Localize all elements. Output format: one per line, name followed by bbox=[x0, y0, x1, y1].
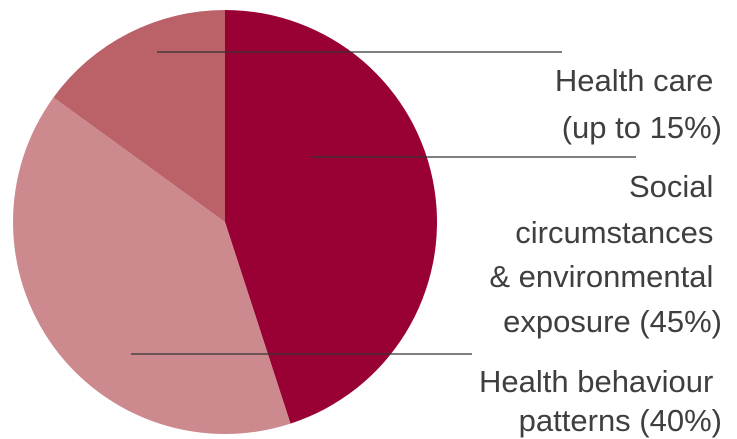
pie-slice-behaviour bbox=[12, 97, 291, 435]
label-behaviour: Health behaviour patterns (40%) bbox=[479, 364, 722, 438]
label-behaviour-line-2: patterns (40%) bbox=[519, 403, 722, 438]
label-behaviour-line-1: Health behaviour bbox=[479, 364, 713, 399]
pie-slice-social bbox=[225, 10, 438, 424]
label-care-line-1: Health care bbox=[555, 63, 714, 98]
label-social-line-3: & environmental bbox=[489, 259, 713, 294]
label-care-line-2: (up to 15%) bbox=[562, 110, 722, 145]
label-social: Social circumstances & environmental exp… bbox=[489, 169, 722, 339]
label-social-line-1: Social bbox=[629, 169, 713, 204]
label-social-line-4: exposure (45%) bbox=[503, 304, 722, 339]
pie-slice-care bbox=[53, 10, 225, 222]
label-care: Health care (up to 15%) bbox=[555, 63, 722, 145]
label-social-line-2: circumstances bbox=[515, 215, 713, 250]
leader-lines bbox=[131, 51, 636, 355]
pie-slices bbox=[12, 10, 438, 435]
